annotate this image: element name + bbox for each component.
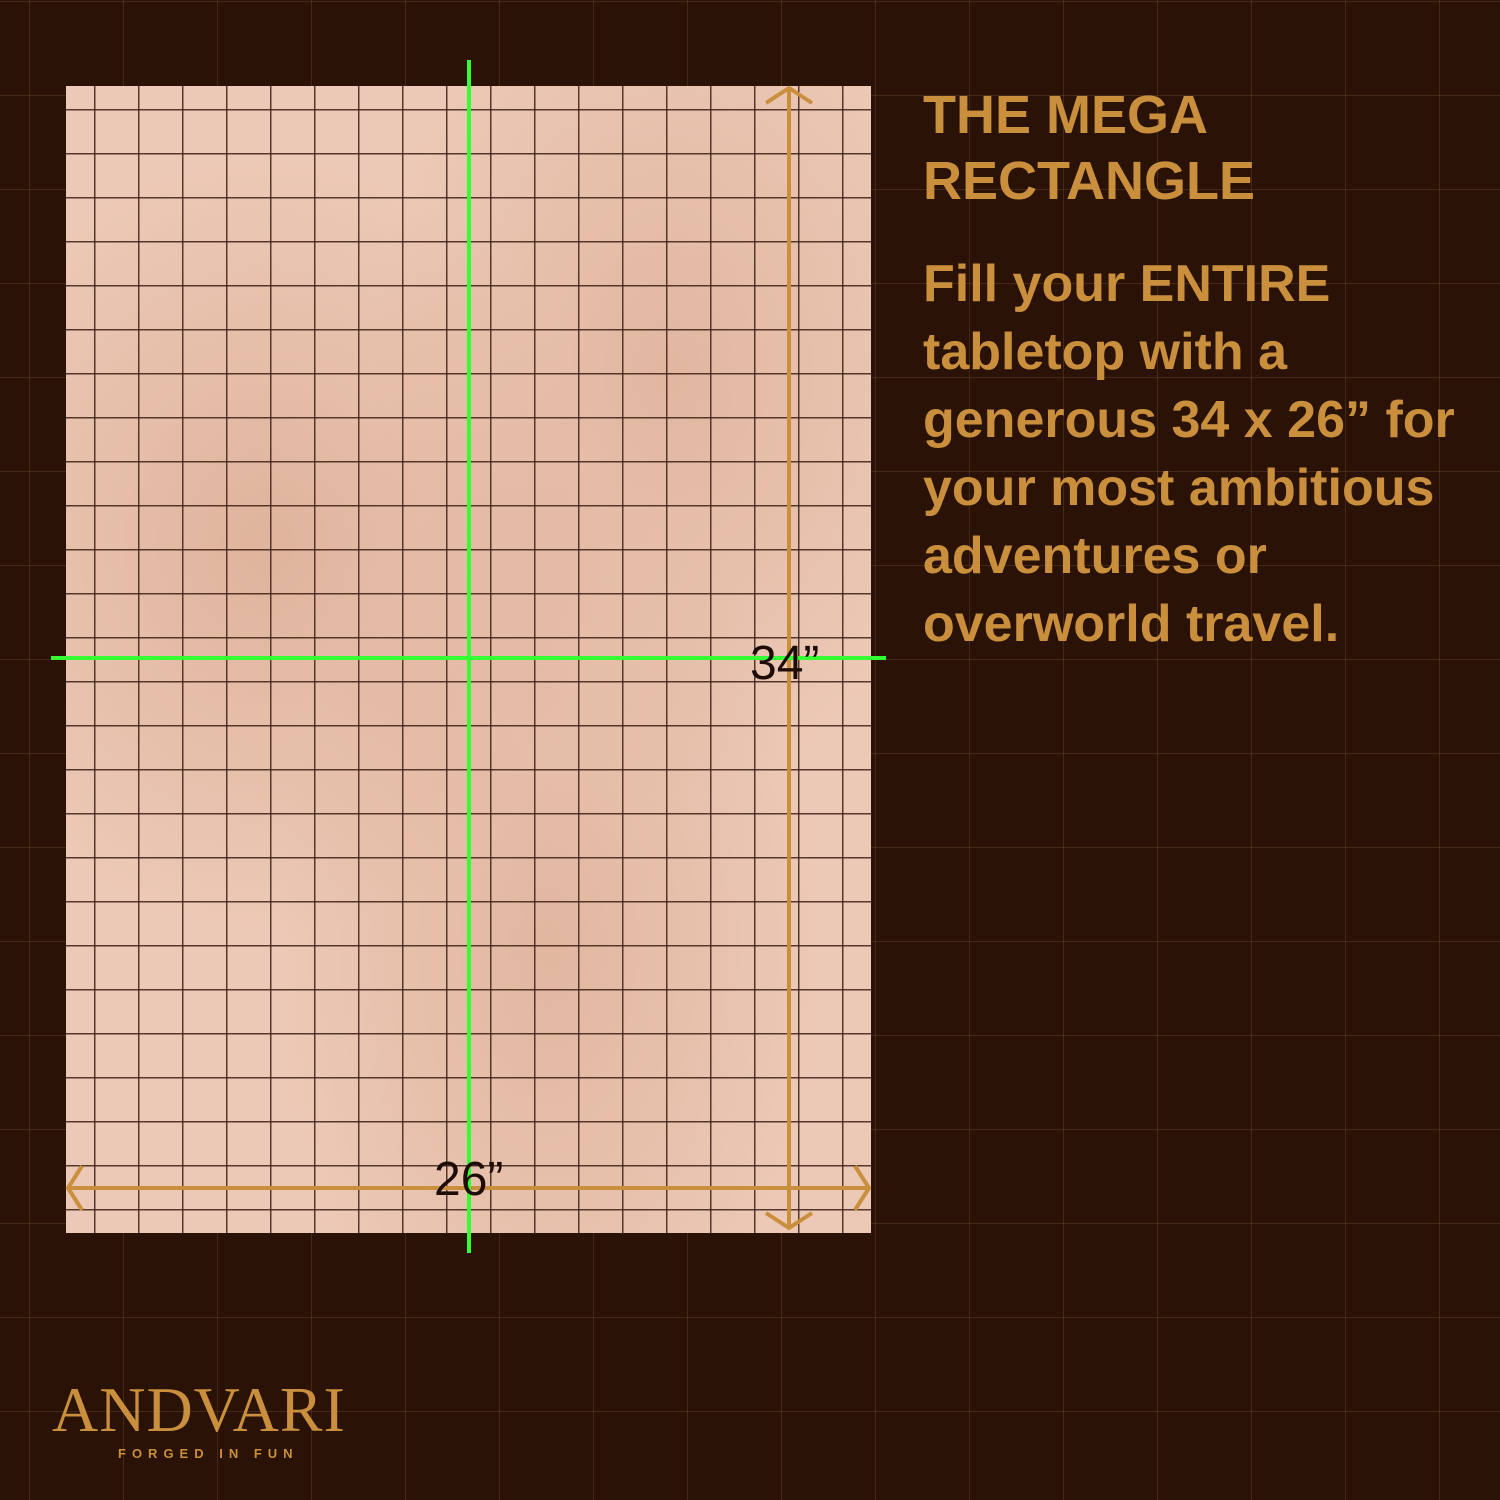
brand-logo: ANDVARI FORGED IN FUN <box>52 1378 346 1462</box>
product-title: THE MEGA RECTANGLE <box>923 85 1255 211</box>
arrow-left-icon <box>65 1164 84 1212</box>
height-label: 34” <box>750 637 820 690</box>
brand-name: ANDVARI <box>52 1374 346 1445</box>
product-description: Fill your ENTIRE tabletop with a generou… <box>923 255 1455 653</box>
arrow-down-icon <box>764 1211 814 1231</box>
brand-tagline: FORGED IN FUN <box>118 1446 299 1461</box>
arrow-up-icon <box>764 85 814 105</box>
arrow-right-icon <box>853 1164 872 1212</box>
width-label: 26” <box>434 1153 504 1206</box>
